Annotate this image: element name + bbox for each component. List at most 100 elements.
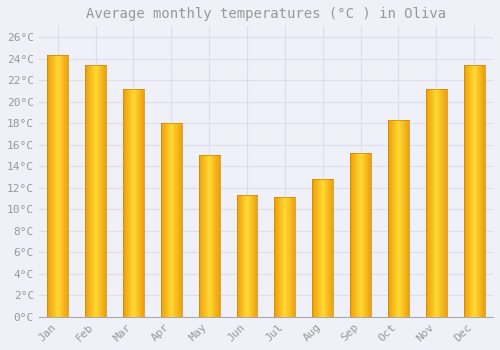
Bar — [135, 89, 136, 317]
Bar — [397, 120, 398, 317]
Bar — [136, 89, 137, 317]
Bar — [482, 65, 483, 317]
Bar — [238, 195, 239, 317]
Bar — [56, 55, 57, 317]
Bar — [475, 65, 476, 317]
Bar — [328, 179, 329, 317]
Bar — [60, 55, 61, 317]
Bar — [292, 197, 293, 317]
Bar — [210, 155, 211, 317]
Bar — [55, 55, 56, 317]
Bar — [256, 195, 257, 317]
Bar — [438, 89, 439, 317]
Bar — [357, 153, 358, 317]
Bar — [48, 55, 49, 317]
Bar — [124, 89, 125, 317]
Bar — [202, 155, 203, 317]
Bar — [479, 65, 480, 317]
Bar — [464, 65, 465, 317]
Bar — [391, 120, 392, 317]
Bar — [59, 55, 60, 317]
Bar — [208, 155, 209, 317]
Bar — [313, 179, 314, 317]
Bar — [396, 120, 397, 317]
Bar — [470, 65, 471, 317]
Bar — [465, 65, 466, 317]
Bar — [241, 195, 242, 317]
Bar — [177, 123, 178, 317]
Bar — [170, 123, 171, 317]
Bar — [323, 179, 324, 317]
Bar — [169, 123, 170, 317]
Bar — [395, 120, 396, 317]
Bar — [355, 153, 356, 317]
Bar — [363, 153, 364, 317]
Bar — [408, 120, 409, 317]
Bar — [207, 155, 208, 317]
Bar — [481, 65, 482, 317]
Bar — [173, 123, 174, 317]
Bar — [444, 89, 445, 317]
Bar — [426, 89, 427, 317]
Bar — [251, 195, 252, 317]
Bar — [439, 89, 440, 317]
Bar — [62, 55, 63, 317]
Bar — [174, 123, 175, 317]
Bar — [126, 89, 127, 317]
Bar — [209, 155, 210, 317]
Bar — [54, 55, 55, 317]
Bar — [57, 55, 58, 317]
Bar — [431, 89, 432, 317]
Bar — [284, 197, 285, 317]
Bar — [432, 89, 433, 317]
Bar — [325, 179, 326, 317]
Bar — [324, 179, 325, 317]
Bar — [405, 120, 406, 317]
Bar — [400, 120, 401, 317]
Bar — [204, 155, 205, 317]
Bar — [129, 89, 130, 317]
Bar — [50, 55, 51, 317]
Bar — [433, 89, 434, 317]
Bar — [250, 195, 251, 317]
Bar — [134, 89, 135, 317]
Bar — [468, 65, 469, 317]
Bar — [434, 89, 435, 317]
Bar — [327, 179, 328, 317]
Bar — [237, 195, 238, 317]
Bar — [473, 65, 474, 317]
Bar — [91, 65, 92, 317]
Bar — [406, 120, 408, 317]
Bar — [103, 65, 104, 317]
Bar — [205, 155, 206, 317]
Bar — [253, 195, 254, 317]
Bar — [61, 55, 62, 317]
Bar — [200, 155, 201, 317]
Bar — [326, 179, 327, 317]
Bar — [287, 197, 288, 317]
Bar — [102, 65, 103, 317]
Bar — [402, 120, 403, 317]
Bar — [254, 195, 255, 317]
Bar — [314, 179, 315, 317]
Bar — [329, 179, 330, 317]
Bar — [101, 65, 102, 317]
Title: Average monthly temperatures (°C ) in Oliva: Average monthly temperatures (°C ) in Ol… — [86, 7, 446, 21]
Bar — [278, 197, 279, 317]
Bar — [369, 153, 370, 317]
Bar — [441, 89, 442, 317]
Bar — [319, 179, 320, 317]
Bar — [435, 89, 436, 317]
Bar — [399, 120, 400, 317]
Bar — [181, 123, 182, 317]
Bar — [442, 89, 443, 317]
Bar — [163, 123, 164, 317]
Bar — [315, 179, 316, 317]
Bar — [436, 89, 437, 317]
Bar — [331, 179, 332, 317]
Bar — [165, 123, 166, 317]
Bar — [175, 123, 176, 317]
Bar — [392, 120, 393, 317]
Bar — [211, 155, 212, 317]
Bar — [98, 65, 99, 317]
